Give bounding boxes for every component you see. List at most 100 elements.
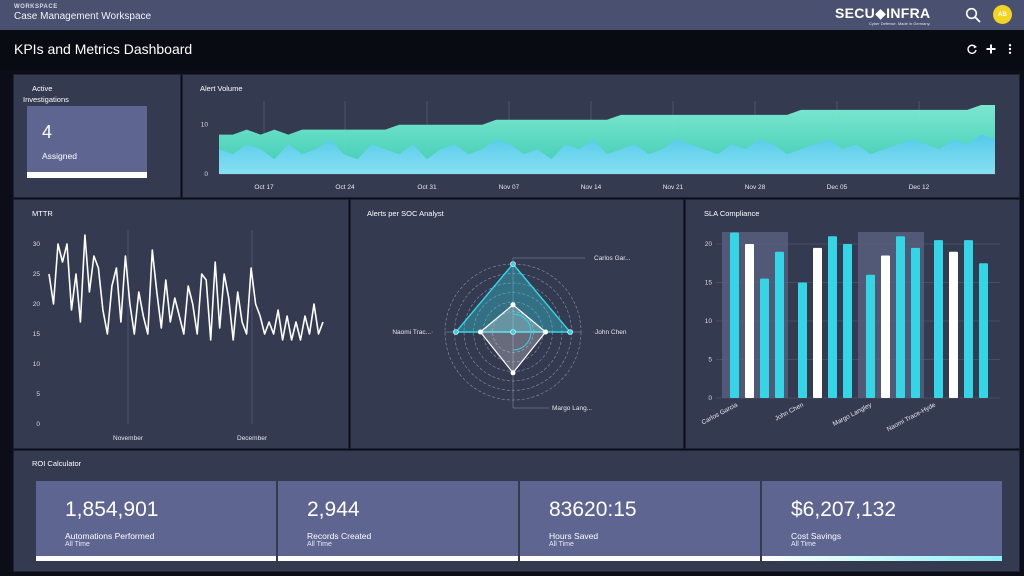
roi-card-cost-savings[interactable]: $6,207,132 Cost Savings All Time [762, 481, 1002, 561]
y-tick-label: 0 [708, 395, 712, 402]
y-tick-label: 10 [705, 318, 713, 325]
alerts-per-analyst-panel: Alerts per SOC Analyst Carlos Gar... John… [350, 199, 684, 449]
y-tick-label: 10 [201, 122, 209, 129]
mttr-line [48, 234, 324, 341]
radar-inner-arc [512, 313, 532, 351]
roi-sublabel: All Time [791, 541, 816, 548]
radar-point [477, 329, 483, 335]
sla-bar [813, 247, 822, 398]
radar-point [510, 370, 516, 376]
sla-bar [745, 244, 754, 398]
sla-bar [798, 282, 807, 398]
y-tick-label: 0 [204, 171, 208, 178]
roi-bar [278, 556, 518, 561]
x-tick-label: Nov 21 [663, 184, 684, 191]
x-tick-label: December [237, 435, 268, 442]
y-tick-label: 25 [33, 271, 41, 278]
radar-label: Carlos Gar... [594, 255, 631, 262]
radar-point [543, 329, 549, 335]
x-tick-label: Oct 31 [417, 184, 437, 191]
label-leader [512, 400, 549, 409]
sla-bar [911, 247, 920, 398]
sla-bar [760, 278, 769, 398]
roi-card-hours-saved[interactable]: 83620:15 Hours Saved All Time [520, 481, 760, 561]
sla-compliance-title: SLA Compliance [704, 209, 760, 218]
sla-bar [934, 240, 943, 398]
sla-bar [896, 236, 905, 398]
workspace-title[interactable]: Case Management Workspace [14, 11, 152, 22]
roi-value: $6,207,132 [791, 498, 897, 521]
roi-bar [520, 556, 760, 561]
roi-value: 2,944 [307, 498, 360, 521]
search-icon[interactable] [965, 7, 981, 23]
workspace-label: WORKSPACE [14, 4, 58, 10]
sla-bar [730, 232, 739, 398]
more-vertical-icon[interactable] [1004, 43, 1016, 55]
roi-sublabel: All Time [307, 541, 332, 548]
label-leader [512, 257, 585, 264]
alerts-per-analyst-chart: Carlos Gar... John Chen Margo Lang... Naomi… [392, 255, 631, 412]
active-investigations-card[interactable]: 4 Assigned [27, 106, 147, 178]
x-tick-label: John Chen [774, 401, 805, 422]
page-header: KPIs and Metrics Dashboard [0, 30, 1024, 70]
radar-label: Margo Lang... [552, 405, 592, 412]
logo-tagline: Cyber Defense. Made in Germany. [868, 21, 931, 26]
roi-card-automations[interactable]: 1,854,901 Automations Performed All Time [36, 481, 276, 561]
sla-bar [828, 236, 837, 398]
alerts-per-analyst-title: Alerts per SOC Analyst [367, 209, 444, 218]
y-tick-label: 20 [705, 241, 713, 248]
roi-bar [762, 556, 1002, 561]
y-tick-label: 5 [36, 391, 40, 398]
sla-compliance-panel: SLA Compliance 20 15 10 5 0 Carlos Garcia John… [685, 199, 1020, 449]
roi-calculator-title: ROI Calculator [32, 459, 82, 468]
brand-logo: SECU◆INFRA Cyber Defense. Made in German… [835, 6, 930, 26]
x-tick-label: Margo Langley [832, 401, 874, 428]
x-tick-label: November [113, 435, 144, 442]
active-investigations-title: Active Investigations [23, 83, 69, 105]
roi-sublabel: All Time [65, 541, 90, 548]
roi-sublabel: All Time [549, 541, 574, 548]
mttr-chart: 30 25 20 15 10 5 0 November December [33, 230, 324, 442]
x-tick-label: Naomi Trace-Hyde [886, 401, 937, 433]
radar-point [567, 329, 573, 335]
roi-card-records[interactable]: 2,944 Records Created All Time [278, 481, 518, 561]
radar-label: John Chen [595, 329, 627, 336]
sla-bar [949, 251, 958, 398]
x-tick-label: Nov 28 [745, 184, 766, 191]
logo-text: SECU◆INFRA [835, 5, 931, 21]
roi-label: Hours Saved [549, 531, 599, 541]
mttr-panel: MTTR 30 25 20 15 10 5 0 November December [13, 199, 349, 449]
alert-volume-title: Alert Volume [200, 84, 243, 93]
x-tick-label: Nov 14 [581, 184, 602, 191]
y-tick-label: 10 [33, 361, 41, 368]
roi-value: 83620:15 [549, 498, 637, 521]
refresh-icon[interactable] [966, 43, 978, 55]
active-investigations-value: 4 [42, 122, 53, 142]
radar-label: Naomi Trac... [392, 329, 431, 336]
sla-bar [775, 251, 784, 398]
radar-point [453, 329, 459, 335]
add-icon[interactable] [985, 43, 997, 55]
y-tick-label: 20 [33, 301, 41, 308]
roi-label: Records Created [307, 531, 372, 541]
x-tick-label: Carlos Garcia [701, 401, 740, 426]
alert-volume-panel: Alert Volume 10 0 Oct 17 Oct 24 Oct 31 Nov 07… [182, 74, 1020, 198]
x-tick-label: Oct 17 [254, 184, 274, 191]
x-tick-label: Oct 24 [335, 184, 355, 191]
user-avatar[interactable]: AB [993, 5, 1012, 24]
sla-bar [979, 263, 988, 398]
y-tick-label: 0 [36, 421, 40, 428]
alert-volume-area [219, 134, 995, 174]
sla-bar [843, 244, 852, 398]
sla-bar [881, 255, 890, 398]
radar-point [510, 302, 516, 308]
title-line-2: Investigations [23, 95, 69, 104]
mttr-title: MTTR [32, 209, 53, 218]
roi-label: Cost Savings [791, 531, 842, 541]
x-tick-label: Dec 05 [827, 184, 848, 191]
y-tick-label: 15 [705, 280, 713, 287]
y-tick-label: 30 [33, 241, 41, 248]
y-tick-label: 5 [708, 357, 712, 364]
roi-value: 1,854,901 [65, 498, 159, 521]
